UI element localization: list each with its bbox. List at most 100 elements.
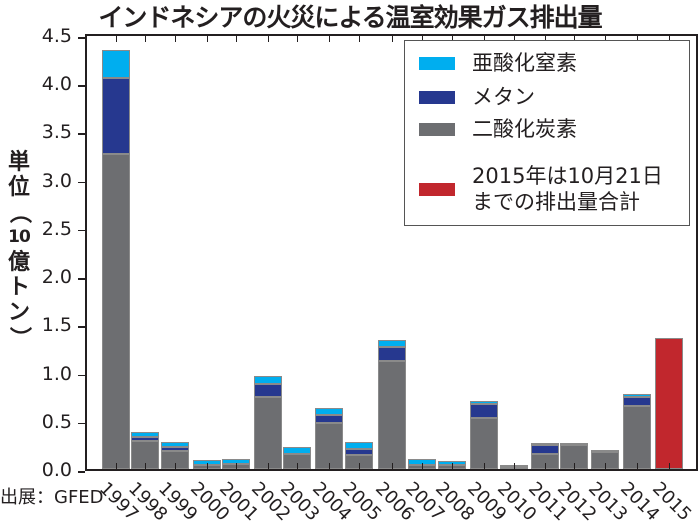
bar-segment <box>102 153 130 469</box>
x-tick-top <box>145 36 146 42</box>
x-tick <box>116 463 117 469</box>
legend-item-2015-total: 2015年は10月21日 までの排出量合計 <box>419 163 663 215</box>
y-label-char: （ <box>6 201 32 224</box>
legend-label: 亜酸化窒素 <box>472 51 577 75</box>
bar-segment <box>655 337 683 469</box>
bar-segment <box>315 408 343 415</box>
bar-segment <box>591 449 619 452</box>
y-tick <box>78 229 85 232</box>
bar-segment <box>254 384 282 397</box>
y-label-char: ン <box>7 300 30 325</box>
legend-label: 二酸化炭素 <box>472 117 577 141</box>
x-tick-top <box>514 36 515 42</box>
y-tick-label: 2.5 <box>41 217 72 240</box>
bar-segment <box>131 432 159 438</box>
bar-segment <box>378 360 406 469</box>
bar-segment <box>623 393 651 397</box>
x-tick-top <box>452 36 453 42</box>
x-tick-top <box>392 36 393 42</box>
bar-segment <box>470 400 498 405</box>
x-tick-top <box>207 36 208 42</box>
bar-segment <box>531 444 559 454</box>
x-tick <box>392 463 393 469</box>
bar-segment <box>470 417 498 469</box>
y-tick <box>78 278 85 280</box>
legend-swatch-2015 <box>419 182 455 196</box>
x-tick <box>207 463 208 469</box>
y-tick-label: 1.5 <box>41 314 72 337</box>
y-tick <box>78 374 85 377</box>
x-tick <box>359 463 360 469</box>
bar-segment <box>345 448 373 455</box>
y-tick <box>78 471 85 473</box>
x-tick <box>422 463 423 469</box>
legend-item-co2: 二酸化炭素 <box>419 117 577 141</box>
y-tick-label: 3.5 <box>41 121 72 144</box>
y-tick <box>78 85 85 87</box>
x-tick-top <box>329 36 330 42</box>
x-tick-top <box>484 36 485 42</box>
bar-segment <box>378 347 406 361</box>
y-tick <box>78 181 85 184</box>
legend-item-methane: メタン <box>419 85 535 109</box>
x-tick-top <box>422 36 423 42</box>
bar-segment <box>315 415 343 423</box>
y-label-char: 位 <box>7 175 30 200</box>
x-tick <box>669 463 670 469</box>
legend-item-n2o: 亜酸化窒素 <box>419 51 577 75</box>
bar-segment <box>102 78 130 154</box>
plot-area <box>85 34 698 471</box>
x-tick-top <box>359 36 360 42</box>
bar-segment <box>254 376 282 385</box>
legend-label: 2015年は10月21日 までの排出量合計 <box>472 163 663 215</box>
x-tick <box>452 463 453 469</box>
x-tick <box>297 463 298 469</box>
x-tick <box>637 463 638 469</box>
legend-label-line1: 2015年は10月21日 <box>472 164 663 188</box>
y-tick <box>78 326 85 328</box>
x-tick-top <box>605 36 606 42</box>
y-label-char: 単 <box>7 150 30 175</box>
bar-segment <box>378 339 406 348</box>
y-tick-label: 4.5 <box>41 25 72 47</box>
x-tick-top <box>236 36 237 42</box>
x-tick-top <box>268 36 269 42</box>
y-tick-label: 0.5 <box>41 410 72 433</box>
bar-segment <box>623 406 651 469</box>
legend-label-line2: までの排出量合計 <box>472 190 640 214</box>
x-tick <box>268 463 269 469</box>
x-tick <box>236 463 237 469</box>
x-tick-top <box>545 36 546 42</box>
bar-segment <box>161 442 189 447</box>
y-label-char: ） <box>6 326 32 349</box>
y-tick-label: 3.0 <box>41 169 72 192</box>
x-tick <box>514 463 515 469</box>
chart-title: インドネシアの火災による温室効果ガス排出量 <box>98 3 602 32</box>
y-tick <box>78 133 85 135</box>
legend-swatch-methane <box>419 90 455 104</box>
y-axis-label: 単 位 （ 10 億 ト ン ） <box>4 150 34 350</box>
y-tick-label: 4.0 <box>41 73 72 96</box>
x-tick-top <box>669 36 670 42</box>
legend: 亜酸化窒素 メタン 二酸化炭素 2015年は10月21日 までの排出量合計 <box>404 40 690 226</box>
y-tick-label: 0.0 <box>41 459 72 481</box>
legend-swatch-co2 <box>419 122 455 136</box>
bar-segment <box>254 396 282 469</box>
source-note: 出展：GFED <box>0 487 104 508</box>
y-tick-label: 1.0 <box>41 362 72 385</box>
bar-segment <box>560 442 588 445</box>
x-tick-top <box>116 36 117 42</box>
x-tick <box>484 463 485 469</box>
bar-segment <box>131 437 159 442</box>
y-label-char: 億 <box>7 250 30 275</box>
bar-segment <box>470 404 498 418</box>
x-tick-top <box>175 36 176 42</box>
y-tick <box>78 37 85 39</box>
y-tick-label: 2.0 <box>41 266 72 289</box>
bar-segment <box>623 396 651 407</box>
x-tick <box>145 463 146 469</box>
bar-segment <box>345 442 373 449</box>
x-tick-top <box>574 36 575 42</box>
legend-swatch-n2o <box>419 56 455 70</box>
y-label-char: 10 <box>8 227 31 247</box>
